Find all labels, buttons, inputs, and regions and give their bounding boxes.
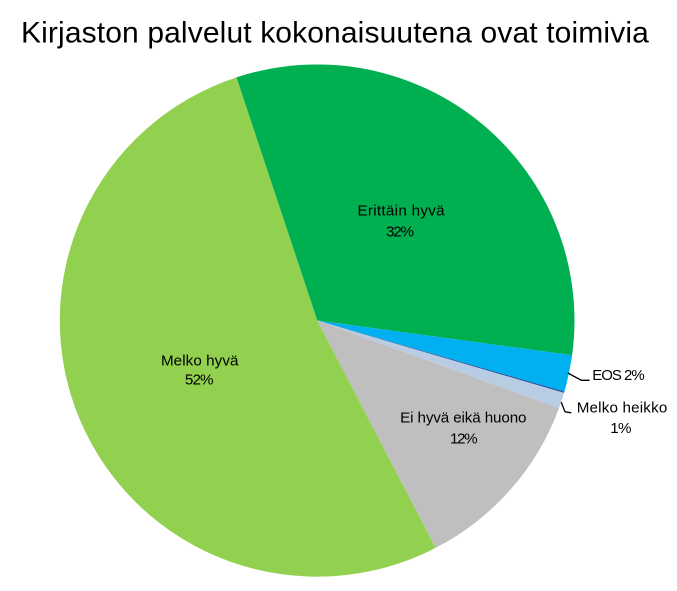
svg-text:Ei hyvä eikä huono: Ei hyvä eikä huono <box>400 409 526 426</box>
svg-text:1%: 1% <box>610 420 631 437</box>
svg-text:EOS 2%: EOS 2% <box>592 367 645 384</box>
svg-text:32%: 32% <box>386 223 414 240</box>
svg-text:Melko heikko: Melko heikko <box>577 399 668 416</box>
svg-text:52%: 52% <box>185 372 214 389</box>
svg-text:Kirjaston palvelut kokonaisuut: Kirjaston palvelut kokonaisuutena ovat t… <box>21 17 649 50</box>
svg-text:Melko hyvä: Melko hyvä <box>161 352 239 369</box>
svg-text:12%: 12% <box>450 431 478 448</box>
svg-text:Erittäin hyvä: Erittäin hyvä <box>357 203 445 220</box>
